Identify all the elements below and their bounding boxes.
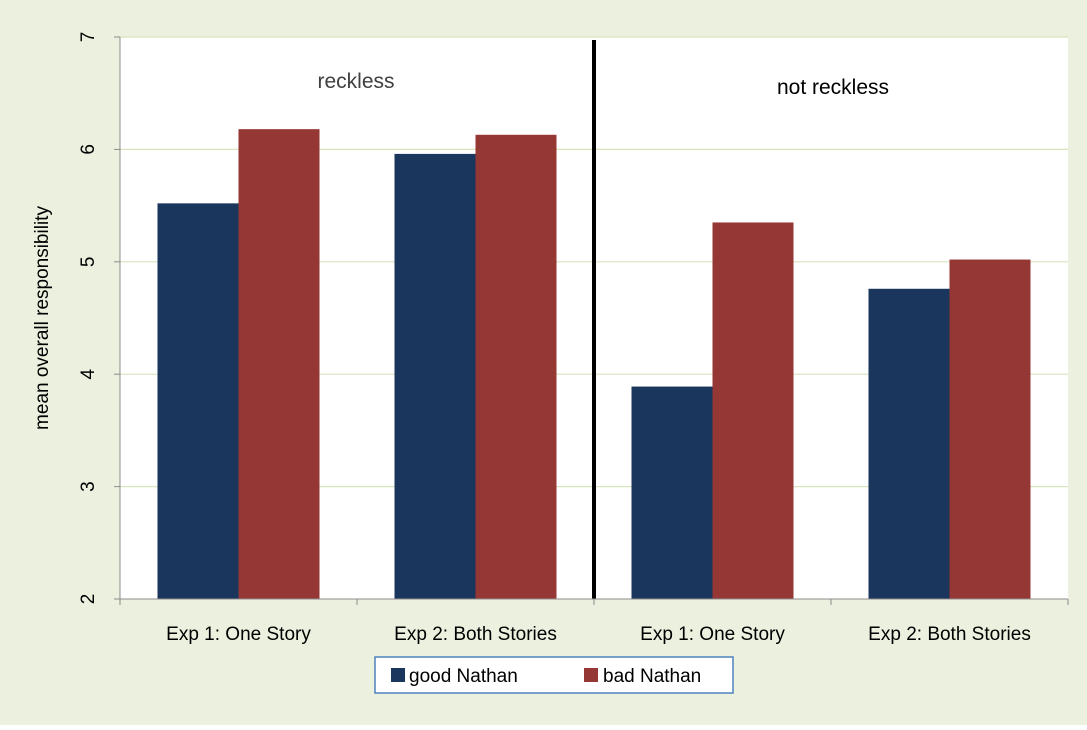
y-tick-label: 6 [78, 144, 99, 155]
legend: good Nathan bad Nathan [374, 656, 734, 694]
x-tick-labels: Exp 1: One Story Exp 2: Both Stories Exp 1… [166, 624, 1031, 645]
bar-bad-nathan-1 [238, 129, 320, 599]
bar-bad-nathan-4 [949, 259, 1031, 599]
y-axis-label: mean overall responsibility [32, 206, 53, 430]
y-tick-label: 4 [78, 368, 99, 379]
y-tick-label: 3 [78, 481, 99, 492]
x-tick-label: Exp 1: One Story [640, 624, 785, 645]
bar-good-nathan-3 [631, 386, 713, 599]
x-tick-label: Exp 2: Both Stories [394, 624, 557, 645]
legend-swatch-bad-nathan [584, 668, 598, 682]
legend-swatch-good-nathan [391, 668, 405, 682]
bar-bad-nathan-3 [712, 222, 794, 599]
bars [157, 129, 1031, 600]
annotation-not-reckless: not reckless [777, 76, 889, 99]
legend-box [374, 656, 734, 694]
y-tick-label: 7 [78, 32, 99, 43]
legend-label-good-nathan: good Nathan [409, 666, 518, 687]
y-tick-labels: 2 3 4 5 6 7 [78, 32, 99, 605]
bar-good-nathan-1 [157, 203, 239, 600]
x-tick-label: Exp 2: Both Stories [868, 624, 1031, 645]
y-tick-label: 5 [78, 257, 99, 268]
x-tick-label: Exp 1: One Story [166, 624, 311, 645]
y-tick-label: 2 [78, 594, 99, 605]
bar-bad-nathan-2 [475, 134, 557, 599]
axes [114, 36, 1069, 605]
bar-good-nathan-4 [868, 288, 950, 599]
legend-label-bad-nathan: bad Nathan [603, 666, 701, 687]
bar-good-nathan-2 [394, 153, 476, 599]
annotation-reckless: reckless [317, 70, 394, 93]
